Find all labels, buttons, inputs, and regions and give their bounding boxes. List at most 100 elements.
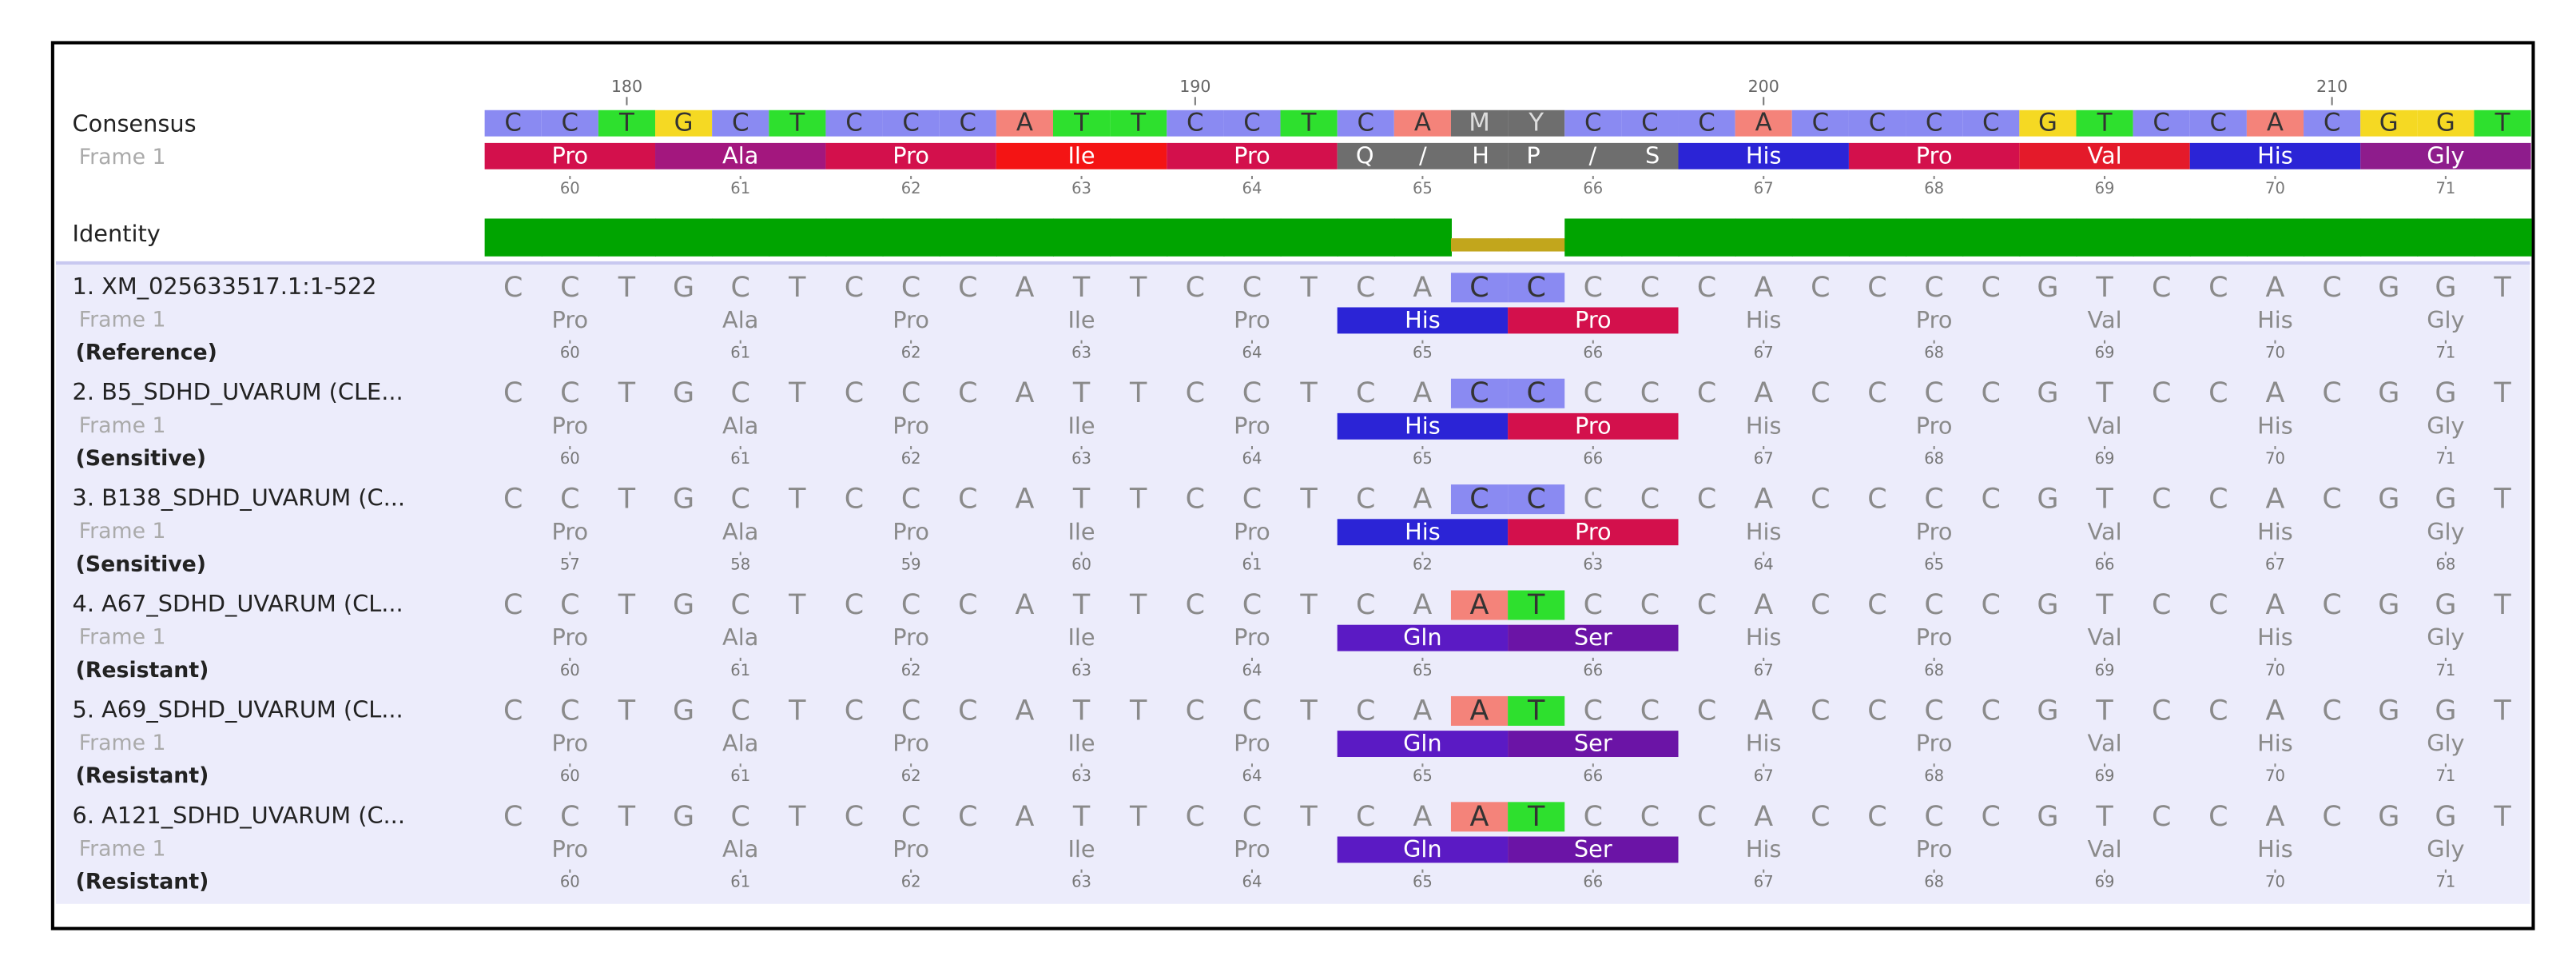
base: C: [1242, 589, 1262, 621]
amino-acid: His: [1746, 306, 1782, 333]
base: T: [1072, 695, 1091, 727]
base: C: [901, 801, 920, 833]
sequence-name: 1. XM_025633517.1:1-522: [73, 273, 377, 300]
consensus-base: C: [1812, 109, 1830, 137]
base: A: [1413, 695, 1432, 727]
base: T: [1129, 484, 1147, 516]
base-highlight: [1450, 484, 1509, 515]
base: T: [1129, 272, 1147, 304]
sequence-name: 2. B5_SDHD_UVARUM (CLE...: [73, 378, 403, 405]
base: A: [1015, 484, 1034, 516]
amino-acid: His: [1746, 518, 1782, 545]
identity-bar: [2246, 218, 2305, 257]
amino-acid: Pro: [892, 730, 929, 757]
group-label: (Resistant): [76, 870, 209, 894]
amino-acid-number: 60: [560, 179, 580, 197]
ruler-label: 190: [1179, 77, 1210, 96]
identity-bar: [1791, 218, 1850, 257]
consensus-base: C: [902, 109, 920, 137]
base: A: [1015, 272, 1034, 304]
base: C: [1526, 484, 1545, 516]
base: A: [1015, 377, 1034, 409]
base: T: [788, 484, 806, 516]
consensus-base: T: [2097, 109, 2113, 137]
base: C: [560, 695, 579, 727]
consensus-base-cell: [1962, 110, 2020, 137]
consensus-base-cell: [2019, 110, 2077, 137]
base: A: [1470, 589, 1489, 621]
consensus-base-cell: [1052, 110, 1111, 137]
identity-bar: [996, 218, 1055, 257]
base: C: [1811, 801, 1830, 833]
amino-acid: Ala: [722, 412, 758, 439]
consensus-base: C: [1926, 109, 1943, 137]
amino-acid-bar: [1508, 307, 1679, 334]
base: A: [1754, 377, 1773, 409]
base: T: [1527, 695, 1545, 727]
base: C: [1640, 377, 1660, 409]
amino-acid: His: [1746, 730, 1782, 757]
amino-acid-number: 60: [560, 767, 580, 785]
amino-acid-number: 66: [2095, 555, 2115, 573]
amino-acid-number: 57: [560, 555, 580, 573]
base: C: [1867, 484, 1886, 516]
base: C: [901, 589, 920, 621]
amino-acid: Pro: [551, 412, 588, 439]
base: C: [731, 801, 750, 833]
amino-acid-bar: [1167, 142, 1338, 169]
amino-acid: His: [2257, 306, 2293, 333]
amino-acid-number: 65: [1413, 661, 1433, 679]
amino-acid-number: 68: [1924, 661, 1944, 679]
identity-bar: [1167, 218, 1225, 257]
amino-acid-number: 67: [1754, 661, 1774, 679]
group-label: (Resistant): [76, 763, 209, 788]
base: C: [1640, 589, 1660, 621]
base: C: [1697, 377, 1716, 409]
amino-acid-number: 65: [1413, 767, 1433, 785]
amino-acid-number: 64: [1242, 661, 1262, 679]
consensus-base-cell: [2189, 110, 2247, 137]
base: A: [1470, 695, 1489, 727]
amino-acid-number: 58: [730, 555, 750, 573]
consensus-base-cell: [1450, 110, 1509, 137]
ruler-label: 210: [2316, 77, 2347, 96]
base: A: [1754, 484, 1773, 516]
base: T: [1072, 589, 1091, 621]
amino-acid-bar: [825, 142, 996, 169]
identity-bar: [2076, 218, 2134, 257]
amino-acid-number: 68: [1924, 767, 1944, 785]
base: G: [673, 801, 694, 833]
base: T: [2493, 484, 2511, 516]
base: G: [2378, 272, 2399, 304]
consensus-base: C: [1698, 109, 1715, 137]
consensus-base: C: [1869, 109, 1886, 137]
base: T: [618, 695, 636, 727]
base: G: [2378, 589, 2399, 621]
base: C: [1697, 695, 1716, 727]
amino-acid-number: 69: [2095, 873, 2115, 891]
base: C: [1697, 801, 1716, 833]
amino-acid-bar: [1848, 142, 2020, 169]
consensus-base: C: [504, 109, 522, 137]
base: C: [1982, 695, 2001, 727]
amino-acid: Pro: [892, 835, 929, 862]
amino-acid-number: 60: [560, 449, 580, 468]
amino-acid-bar: [996, 142, 1167, 169]
base: T: [2493, 589, 2511, 621]
base: T: [1072, 801, 1091, 833]
base: A: [1754, 272, 1773, 304]
base: C: [1356, 589, 1375, 621]
amino-acid-number: 70: [2265, 179, 2285, 197]
base: C: [958, 272, 977, 304]
base: C: [1697, 484, 1716, 516]
base: G: [2435, 801, 2456, 833]
base: A: [1413, 272, 1432, 304]
amino-acid: His: [2257, 730, 2293, 757]
base: C: [2208, 377, 2228, 409]
amino-acid-number: 65: [1413, 449, 1433, 468]
consensus-base: T: [789, 109, 805, 137]
base: C: [2322, 377, 2341, 409]
base: C: [845, 801, 864, 833]
base: C: [1356, 484, 1375, 516]
consensus-base-cell: [882, 110, 940, 137]
